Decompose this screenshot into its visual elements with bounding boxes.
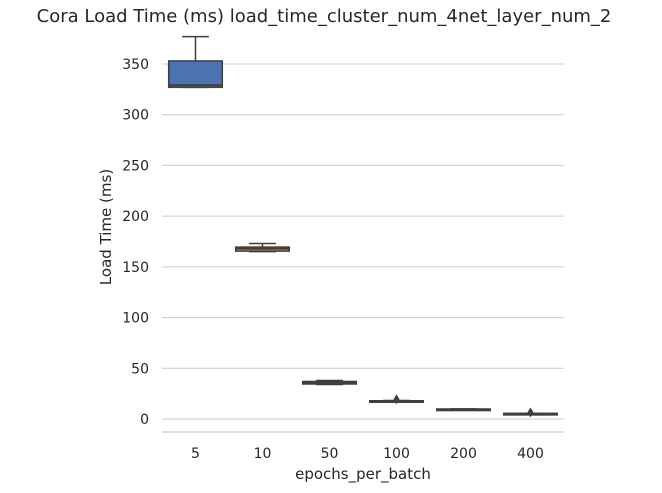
x-tick-label-400: 400 xyxy=(517,446,544,462)
x-tick-label-10: 10 xyxy=(254,446,272,462)
y-tick-label-250: 250 xyxy=(122,158,149,174)
x-tick-label-5: 5 xyxy=(191,446,200,462)
y-tick-label-300: 300 xyxy=(122,108,149,124)
chart-title: Cora Load Time (ms) load_time_cluster_nu… xyxy=(37,6,612,27)
y-tick-labels: 0 50 100 150 200 250 300 350 xyxy=(122,57,149,428)
y-tick-label-350: 350 xyxy=(122,57,149,73)
x-tick-label-200: 200 xyxy=(450,446,477,462)
y-tick-label-150: 150 xyxy=(122,260,149,276)
y-tick-label-200: 200 xyxy=(122,209,149,225)
y-tick-label-100: 100 xyxy=(122,311,149,327)
x-tick-labels: 5 10 50 100 200 400 xyxy=(191,446,544,462)
outlier-400-0 xyxy=(527,407,534,418)
x-tick-label-50: 50 xyxy=(321,446,339,462)
box-5 xyxy=(167,60,224,89)
boxes-group xyxy=(167,35,559,418)
y-gridlines xyxy=(162,63,564,420)
x-tick-label-100: 100 xyxy=(383,446,410,462)
y-tick-label-50: 50 xyxy=(131,361,149,377)
y-tick-label-0: 0 xyxy=(140,412,149,428)
x-axis-label: epochs_per_batch xyxy=(295,465,431,484)
y-axis-label: Load Time (ms) xyxy=(97,169,115,285)
outlier-100-0 xyxy=(393,394,400,405)
